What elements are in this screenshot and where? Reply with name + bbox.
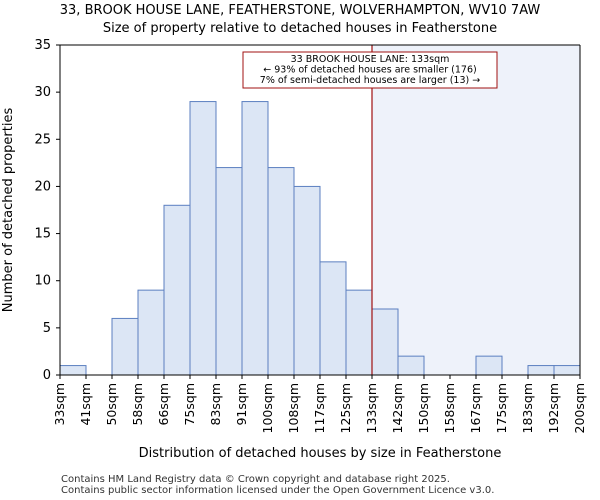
x-tick-label: 91sqm xyxy=(234,383,249,426)
y-tick-label: 0 xyxy=(43,368,51,383)
chart-title: 33, BROOK HOUSE LANE, FEATHERSTONE, WOLV… xyxy=(59,3,541,18)
bar xyxy=(553,365,581,376)
y-tick-label: 15 xyxy=(34,227,51,242)
annotation-line: 33 BROOK HOUSE LANE: 133sqm xyxy=(291,54,450,65)
x-tick-label: 41sqm xyxy=(78,383,93,426)
x-tick-label: 200sqm xyxy=(572,383,587,433)
bar xyxy=(293,185,321,376)
bar xyxy=(397,355,425,376)
bar xyxy=(241,101,269,376)
y-axis-label: Number of detached properties xyxy=(1,108,16,313)
x-tick-label: 58sqm xyxy=(130,383,145,426)
y-tick-label: 35 xyxy=(34,38,51,53)
x-tick-label: 108sqm xyxy=(286,383,301,433)
footer-licence: Contains public sector information licen… xyxy=(61,485,495,496)
annotation-line: 7% of semi-detached houses are larger (1… xyxy=(260,75,480,86)
bar xyxy=(137,289,165,376)
x-tick-label: 133sqm xyxy=(364,383,379,433)
annotation-line: ← 93% of detached houses are smaller (17… xyxy=(263,65,476,76)
x-tick-label: 117sqm xyxy=(312,383,327,433)
bar xyxy=(189,101,217,376)
x-axis-label: Distribution of detached houses by size … xyxy=(139,446,502,461)
bar xyxy=(319,261,347,376)
bar xyxy=(527,365,555,376)
bar xyxy=(59,365,87,376)
x-tick-label: 83sqm xyxy=(208,383,223,426)
x-tick-label: 192sqm xyxy=(546,383,561,433)
chart-subtitle: Size of property relative to detached ho… xyxy=(102,21,498,36)
x-tick-label: 167sqm xyxy=(468,383,483,433)
x-tick-label: 66sqm xyxy=(156,383,171,426)
footer-copyright: Contains HM Land Registry data © Crown c… xyxy=(61,474,450,485)
bar xyxy=(267,167,295,376)
x-tick-label: 125sqm xyxy=(338,383,353,433)
x-tick-label: 158sqm xyxy=(442,383,457,433)
x-tick-label: 75sqm xyxy=(182,383,197,426)
x-tick-label: 183sqm xyxy=(520,383,535,433)
x-tick-label: 175sqm xyxy=(494,383,509,433)
larger-region-shade xyxy=(372,45,580,375)
y-tick-label: 10 xyxy=(34,274,51,289)
bar xyxy=(163,204,191,376)
bar xyxy=(371,308,399,376)
y-tick-label: 20 xyxy=(34,179,51,194)
bar xyxy=(215,167,243,376)
y-tick-label: 5 xyxy=(43,321,51,336)
x-tick-label: 50sqm xyxy=(104,383,119,426)
y-tick-label: 25 xyxy=(34,132,51,147)
x-tick-label: 100sqm xyxy=(260,383,275,433)
bar xyxy=(345,289,373,376)
y-tick-label: 30 xyxy=(34,85,51,100)
x-tick-label: 142sqm xyxy=(390,383,405,433)
x-tick-label: 150sqm xyxy=(416,383,431,433)
bar xyxy=(475,355,503,376)
annotation-box xyxy=(242,51,498,89)
x-tick-label: 33sqm xyxy=(52,383,67,426)
bar xyxy=(111,317,139,376)
